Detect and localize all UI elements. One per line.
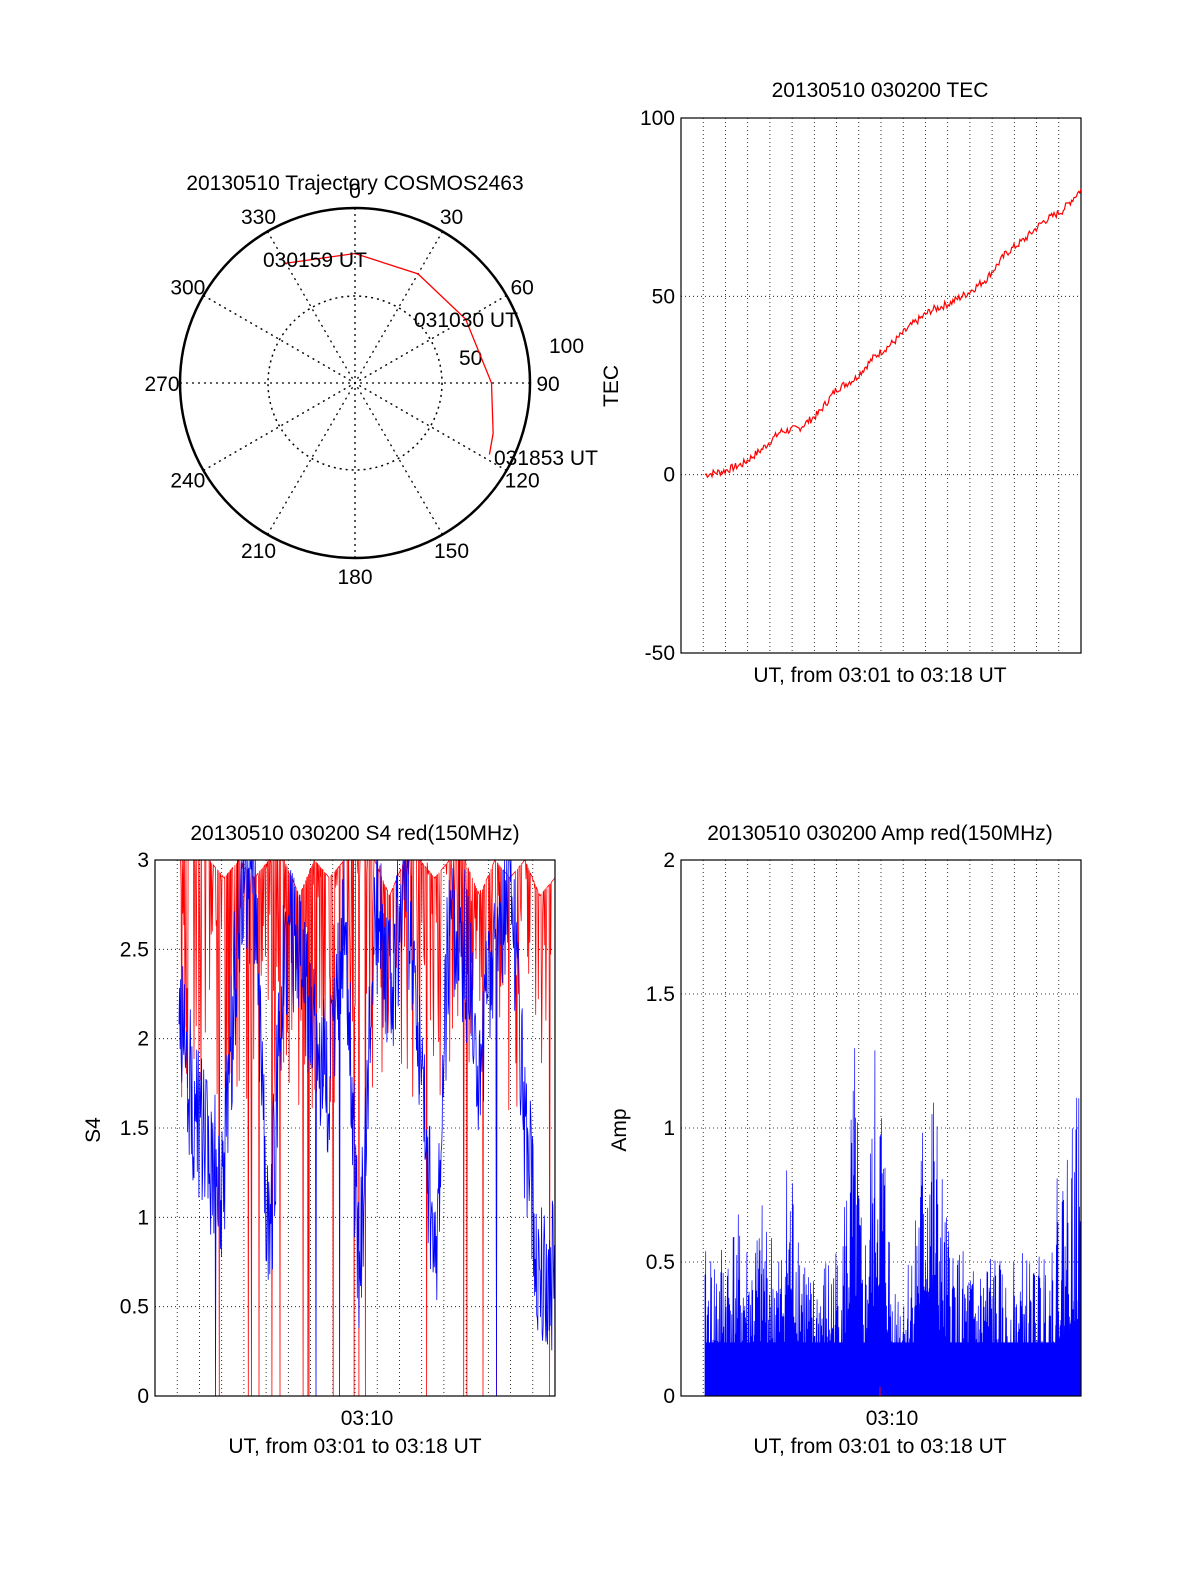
tec-panel: 20130510 030200 TEC -50 0 50 100 TEC UT, fr… [600, 79, 1082, 687]
polar-azimuth-label: 150 [434, 540, 469, 563]
polar-title: 20130510 Trajectory COSMOS2463 [186, 172, 523, 195]
polar-azimuth-label: 60 [510, 277, 533, 300]
s4-x-axis-label: UT, from 03:01 to 03:18 UT [228, 1435, 481, 1458]
s4-panel: 20130510 030200 S4 red(150MHz) 0 0.5 1 1.5 2… [82, 822, 556, 1458]
polar-trajectory-panel: 20130510 Trajectory COSMOS2463 0 30 60 90 12… [144, 172, 598, 589]
polar-spoke [266, 231, 444, 535]
polar-azimuth-label: 120 [505, 470, 540, 493]
tec-y-tick-label: 50 [652, 285, 675, 308]
trajectory-start-time: 030159 UT [263, 249, 367, 272]
tec-title: 20130510 030200 TEC [772, 79, 989, 102]
amp-y-tick-label: 1 [663, 1117, 675, 1140]
s4-blue-series [178, 859, 556, 1397]
polar-azimuth-labels: 0 30 60 90 120 150 180 210 240 270 300 330 [144, 180, 559, 589]
tec-y-tick-labels: -50 0 50 100 [640, 107, 675, 665]
amp-plot-frame [680, 859, 1082, 1397]
amp-y-tick-label: 0 [663, 1385, 675, 1408]
amp-x-tick-label: 03:10 [866, 1407, 919, 1430]
polar-elevation-label-50: 50 [459, 347, 482, 370]
s4-y-tick-label: 1 [137, 1206, 149, 1229]
tec-y-tick-label: 100 [640, 107, 675, 130]
polar-trajectory-line [285, 252, 494, 455]
polar-azimuth-label: 30 [440, 206, 463, 229]
amp-title: 20130510 030200 Amp red(150MHz) [707, 822, 1053, 845]
s4-y-tick-label: 2.5 [120, 938, 149, 961]
tec-y-tick-label: -50 [645, 642, 675, 665]
amp-y-tick-label: 1.5 [646, 983, 675, 1006]
s4-title: 20130510 030200 S4 red(150MHz) [190, 822, 519, 845]
tec-series-line [704, 188, 1082, 479]
tec-y-axis-label: TEC [600, 365, 623, 407]
s4-y-tick-label: 0 [137, 1385, 149, 1408]
trajectory-mid-time: 031030 UT [414, 309, 518, 332]
amp-panel: 20130510 030200 Amp red(150MHz) 0 0.5 1 1.5… [608, 822, 1082, 1458]
tec-grid [681, 117, 1081, 654]
s4-y-tick-label: 3 [137, 849, 149, 872]
trajectory-end-time: 031853 UT [494, 447, 598, 470]
s4-y-tick-label: 0.5 [120, 1296, 149, 1319]
amp-base-fill [705, 1342, 1081, 1396]
s4-plot-frame [154, 859, 556, 1397]
tec-plot-frame [680, 117, 1082, 654]
polar-inner-circle [267, 295, 443, 471]
s4-y-tick-label: 1.5 [120, 1117, 149, 1140]
s4-x-tick-label: 03:10 [341, 1407, 394, 1430]
polar-azimuth-label: 240 [170, 470, 205, 493]
s4-y-tick-labels: 0 0.5 1 1.5 2 2.5 3 [120, 849, 149, 1408]
amp-x-axis-label: UT, from 03:01 to 03:18 UT [753, 1435, 1006, 1458]
amp-series [704, 1048, 1082, 1397]
polar-azimuth-label: 270 [144, 373, 179, 396]
polar-azimuth-label: 210 [241, 540, 276, 563]
s4-y-tick-label: 2 [137, 1028, 149, 1051]
s4-y-axis-label: S4 [82, 1117, 105, 1143]
polar-azimuth-label: 330 [241, 206, 276, 229]
polar-azimuth-label: 300 [170, 277, 205, 300]
amp-y-axis-label: Amp [608, 1108, 631, 1151]
polar-spokes [180, 208, 530, 558]
amp-y-tick-label: 0.5 [646, 1251, 675, 1274]
polar-azimuth-label: 0 [349, 180, 361, 203]
tec-y-tick-label: 0 [663, 464, 675, 487]
polar-elevation-label-100: 100 [549, 335, 584, 358]
polar-azimuth-label: 90 [536, 373, 559, 396]
tec-x-axis-label: UT, from 03:01 to 03:18 UT [753, 664, 1006, 687]
amp-y-tick-label: 2 [663, 849, 675, 872]
amp-y-tick-labels: 0 0.5 1 1.5 2 [646, 849, 675, 1408]
s4-blue-line [178, 859, 556, 1397]
polar-azimuth-label: 180 [337, 566, 372, 589]
